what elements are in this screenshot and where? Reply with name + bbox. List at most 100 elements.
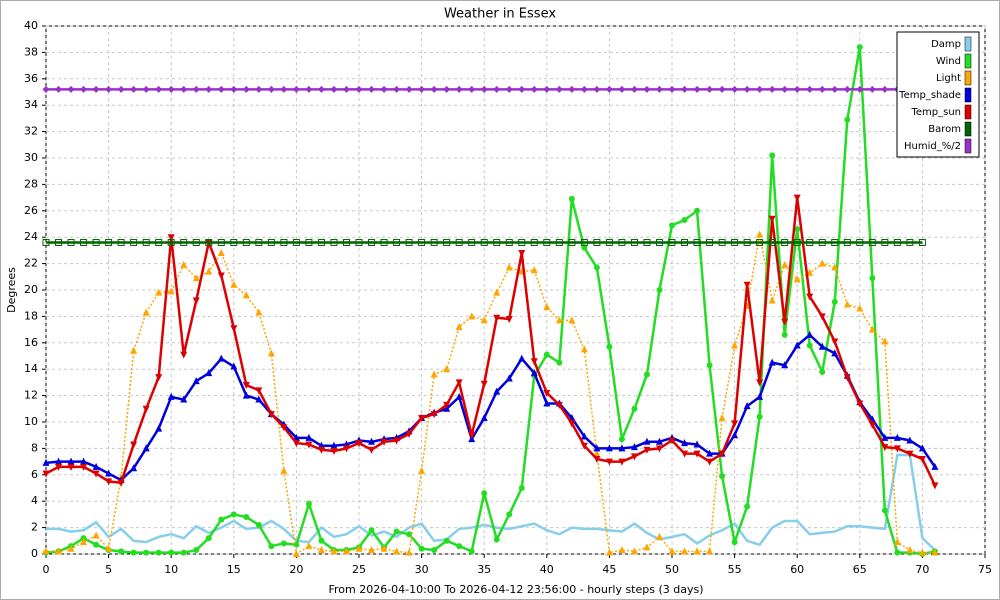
point	[856, 44, 863, 51]
point	[205, 267, 213, 275]
point	[781, 260, 789, 268]
point	[480, 380, 488, 388]
point	[42, 470, 50, 478]
point	[130, 238, 138, 246]
point	[906, 546, 914, 554]
point	[205, 85, 213, 93]
point	[242, 291, 250, 299]
point	[731, 238, 739, 246]
point	[443, 238, 451, 246]
point	[93, 541, 100, 548]
point	[142, 85, 150, 93]
point	[655, 437, 663, 445]
point	[456, 543, 463, 550]
point	[931, 548, 939, 556]
point	[630, 238, 638, 246]
point	[468, 432, 476, 440]
point	[681, 439, 689, 447]
point	[405, 238, 413, 246]
point	[543, 389, 551, 397]
point	[543, 303, 551, 311]
point	[605, 458, 613, 466]
point	[180, 549, 187, 556]
point	[869, 275, 876, 282]
point	[505, 316, 513, 324]
point	[856, 238, 864, 246]
point	[768, 296, 776, 304]
legend-label: Temp_sun	[910, 107, 961, 118]
point	[280, 540, 287, 547]
point	[180, 85, 188, 93]
point	[468, 85, 476, 93]
point	[167, 234, 175, 242]
point	[580, 442, 588, 450]
point	[781, 238, 789, 246]
point	[718, 450, 726, 458]
point	[781, 361, 789, 369]
point	[743, 85, 751, 93]
y-tick-label: 26	[24, 204, 38, 217]
point	[706, 362, 713, 369]
point	[505, 85, 513, 93]
point	[255, 521, 262, 528]
point	[818, 342, 826, 350]
point	[706, 458, 714, 466]
x-tick-label: 60	[790, 563, 804, 576]
point	[580, 238, 588, 246]
point	[155, 238, 163, 246]
point	[756, 238, 764, 246]
point	[593, 455, 601, 463]
point	[831, 298, 838, 305]
point	[693, 440, 701, 448]
point	[530, 369, 538, 377]
y-tick-label: 32	[24, 125, 38, 138]
point	[518, 238, 526, 246]
point	[918, 455, 926, 463]
point	[518, 85, 526, 93]
point	[406, 531, 413, 538]
point	[455, 238, 463, 246]
point	[906, 436, 914, 444]
point	[393, 437, 401, 445]
point	[355, 544, 363, 552]
point	[330, 441, 338, 449]
point	[918, 238, 926, 246]
point	[217, 354, 225, 362]
point	[42, 85, 50, 93]
point	[505, 263, 513, 271]
point	[255, 85, 263, 93]
point	[92, 85, 100, 93]
point	[568, 85, 576, 93]
point	[168, 549, 175, 556]
point	[706, 85, 714, 93]
point	[342, 238, 350, 246]
legend-label: Light	[936, 73, 961, 84]
point	[480, 316, 488, 324]
x-tick-label: 10	[164, 563, 178, 576]
point	[681, 217, 688, 224]
point	[931, 482, 939, 490]
point	[55, 463, 63, 471]
point	[555, 316, 563, 324]
y-tick-label: 30	[24, 151, 38, 164]
point	[92, 462, 100, 470]
point	[368, 85, 376, 93]
point	[142, 238, 150, 246]
point	[418, 238, 426, 246]
point	[368, 527, 375, 534]
point	[393, 238, 401, 246]
point	[455, 392, 463, 400]
point	[643, 85, 651, 93]
point	[618, 458, 626, 466]
point	[267, 85, 275, 93]
y-tick-label: 14	[24, 362, 38, 375]
x-axis-label: From 2026-04-10:00 To 2026-04-12 23:56:0…	[328, 583, 703, 596]
point	[180, 238, 188, 246]
point	[581, 244, 588, 251]
point	[643, 446, 651, 454]
point	[305, 542, 313, 550]
point	[155, 424, 163, 432]
point	[868, 421, 876, 429]
point	[831, 349, 839, 357]
point	[67, 238, 75, 246]
